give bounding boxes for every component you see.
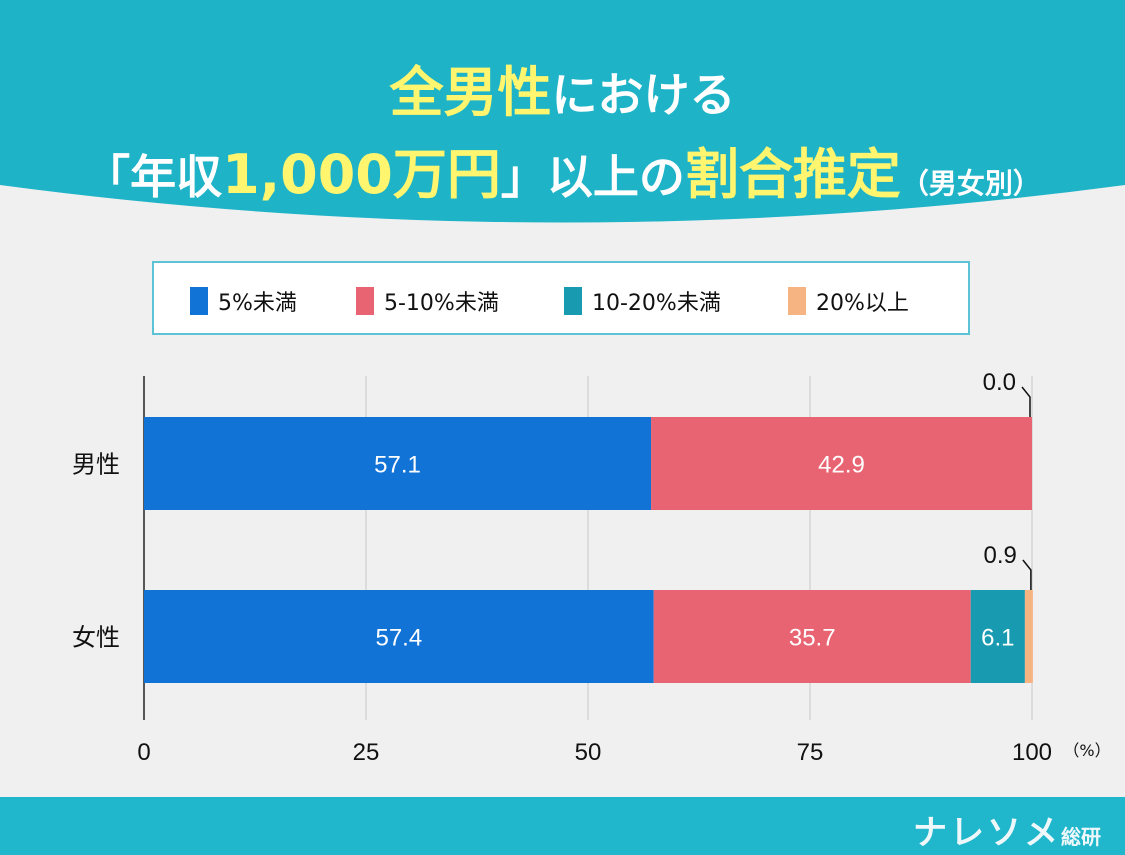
legend-item-10-20: 10-20%未満 (564, 287, 721, 316)
data-label-leader (1022, 559, 1032, 590)
category-label: 女性 (72, 624, 120, 652)
data-label-leader (1021, 386, 1031, 417)
title-line-1: 全男性における (0, 48, 1125, 127)
category-label: 男性 (72, 451, 120, 479)
x-tick-label: 100 (1012, 739, 1052, 766)
header-banner: 全男性における 「年収1,000万円」以上の割合推定（男女別） (0, 0, 1125, 230)
x-tick-label: 0 (137, 739, 150, 766)
bar-segment (651, 417, 1032, 510)
stacked-bar-chart: 0 25 50 75 100 （%） 男性 57.1 42.9 0.0 女性 57.4 35.7 6.1 0… (72, 369, 1111, 766)
title-highlight-ratio: 割合推定 (684, 143, 901, 206)
title-part-1: 「年収 (84, 150, 223, 204)
title-suffix: （男女別） (900, 167, 1041, 200)
x-tick-label: 75 (797, 739, 824, 766)
legend-label: 5-10%未満 (384, 291, 499, 316)
title-line-1-rest: における (551, 68, 736, 122)
bar-segment (144, 590, 654, 683)
data-label: 42.9 (818, 452, 865, 479)
bar-segment (1024, 590, 1033, 683)
data-label: 57.1 (374, 452, 421, 479)
title-part-2: 」以上の (500, 150, 685, 204)
chart-legend: 5%未満 5-10%未満 10-20%未満 20%以上 (152, 261, 970, 335)
logo-text: ナレソメ (913, 813, 1061, 853)
legend-swatch (564, 287, 582, 315)
bar-segment (970, 590, 1025, 683)
bar-segment (653, 590, 971, 683)
data-label: 0.9 (984, 542, 1017, 569)
legend-label: 5%未満 (218, 291, 297, 316)
x-tick-label: 50 (575, 739, 602, 766)
legend-item-under-5: 5%未満 (190, 287, 297, 316)
legend-label: 20%以上 (816, 291, 909, 316)
brand-logo: ナレソメ総研 (913, 805, 1101, 854)
logo-suffix: 総研 (1061, 825, 1101, 849)
data-label: 0.0 (983, 369, 1016, 396)
data-label: 57.4 (375, 625, 422, 652)
bar-segment (144, 417, 652, 510)
legend-swatch (190, 287, 208, 315)
header-background (0, 0, 1125, 223)
title-highlight-income: 1,000万円 (222, 143, 501, 206)
data-label: 6.1 (981, 625, 1014, 652)
legend-swatch (788, 287, 806, 315)
legend-item-5-10: 5-10%未満 (356, 287, 499, 316)
title-highlight-men: 全男性 (389, 61, 552, 124)
legend-label: 10-20%未満 (592, 291, 721, 316)
title-line-2: 「年収1,000万円」以上の割合推定（男女別） (0, 130, 1125, 209)
legend-swatch (356, 287, 374, 315)
legend-item-20-plus: 20%以上 (788, 287, 909, 316)
x-tick-label: 25 (353, 739, 380, 766)
x-axis-unit: （%） (1063, 741, 1110, 760)
data-label: 35.7 (789, 625, 836, 652)
footer-bar: ナレソメ総研 (0, 797, 1125, 855)
